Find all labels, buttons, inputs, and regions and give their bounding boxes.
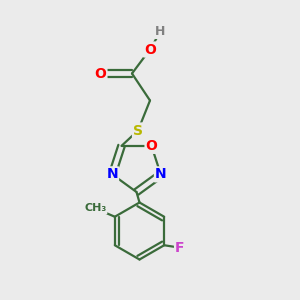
Text: H: H bbox=[155, 25, 166, 38]
Text: S: S bbox=[133, 124, 143, 137]
Text: F: F bbox=[175, 241, 184, 255]
Text: O: O bbox=[94, 67, 106, 80]
Text: O: O bbox=[144, 43, 156, 56]
Text: N: N bbox=[106, 167, 118, 182]
Text: CH₃: CH₃ bbox=[84, 203, 106, 213]
Text: O: O bbox=[146, 139, 158, 153]
Text: N: N bbox=[155, 167, 167, 182]
